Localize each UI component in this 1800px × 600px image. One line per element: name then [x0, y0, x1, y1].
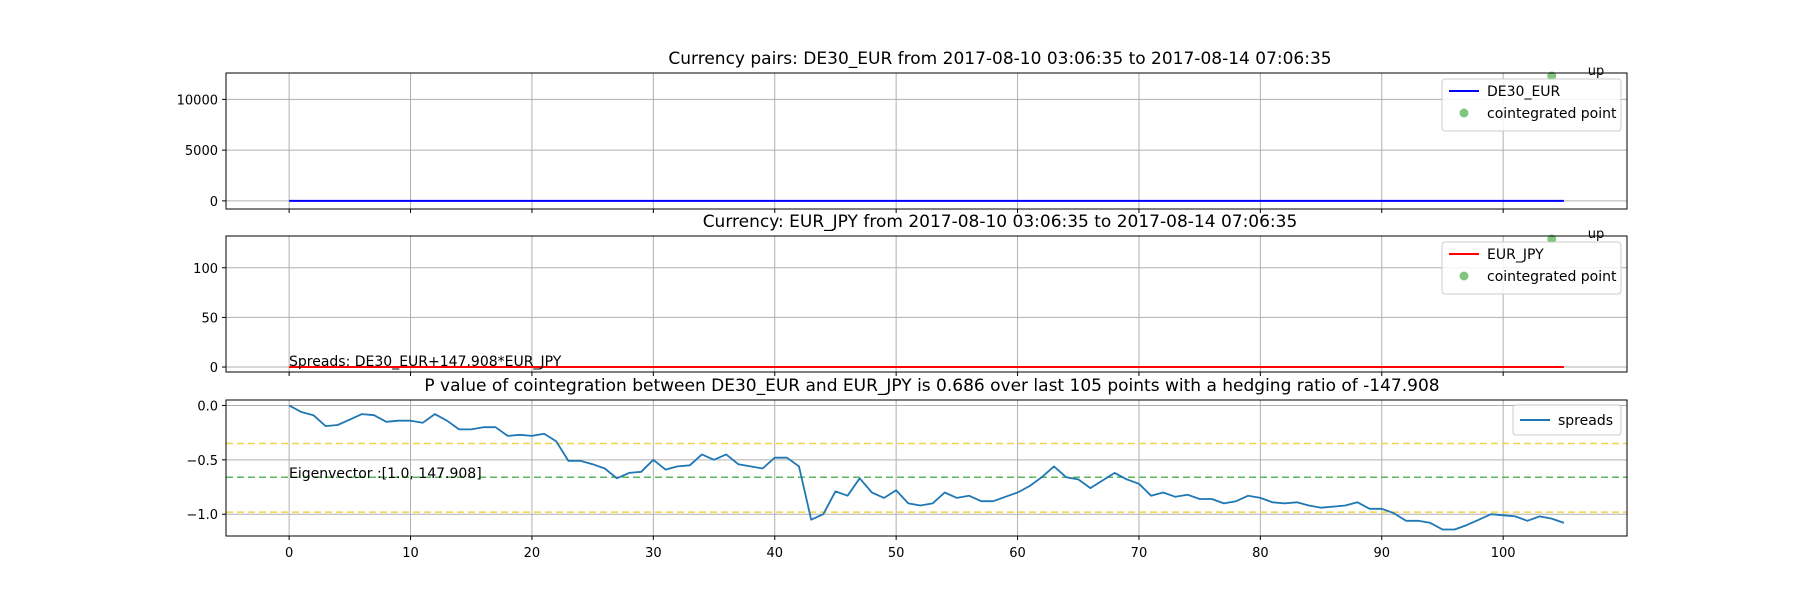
plot-frame	[225, 235, 1628, 373]
y-tick-label: 5000	[185, 144, 218, 159]
chart-title: Currency: EUR_JPY from 2017-08-10 03:06:…	[703, 212, 1298, 232]
legend-entry-eur-jpy: EUR_JPY	[1487, 247, 1544, 263]
x-tick-label: 50	[888, 546, 905, 561]
legend-entry-spreads: spreads	[1558, 413, 1613, 429]
y-tick-label: −0.5	[186, 454, 218, 469]
y-tick-group: 0 5000 10000	[177, 93, 226, 210]
x-tick-label: 90	[1373, 546, 1390, 561]
x-tick-label: 40	[766, 546, 783, 561]
grid	[226, 400, 1627, 536]
y-tick-group: 0 50 100	[193, 262, 226, 376]
spread-formula-annotation: Spreads: DE30_EUR+147.908*EUR_JPY	[289, 354, 562, 370]
x-tick-label: 70	[1131, 546, 1148, 561]
legend-box	[1441, 78, 1622, 132]
legend: spreads	[1512, 404, 1622, 436]
legend-marker-swatch	[1459, 271, 1469, 281]
y-tick-label: 10000	[177, 93, 218, 108]
series-line-spreads	[288, 404, 1565, 531]
x-tick-label: 80	[1252, 546, 1269, 561]
x-tick-label: 10	[402, 546, 419, 561]
x-tick-label: 100	[1491, 546, 1516, 561]
eigenvector-annotation: Eigenvector :[1.0, 147.908]	[289, 466, 482, 482]
legend: EUR_JPY cointegrated point	[1441, 241, 1622, 295]
chart-title: P value of cointegration between DE30_EU…	[424, 376, 1439, 396]
x-tick-label: 0	[285, 546, 293, 561]
marker-group: up	[1547, 227, 1604, 244]
x-tick-group: 0 10 20 30 40 50 60 70 80 90 100	[285, 536, 1516, 561]
panel-spreads: P value of cointegration between DE30_EU…	[186, 376, 1628, 561]
cointegrated-point-marker	[1547, 71, 1557, 81]
plot-frame	[225, 399, 1628, 537]
legend-box	[1441, 241, 1622, 295]
panel-de30-eur: Currency pairs: DE30_EUR from 2017-08-10…	[177, 49, 1628, 213]
chart-title: Currency pairs: DE30_EUR from 2017-08-10…	[668, 49, 1331, 69]
legend-entry-cointegrated-point: cointegrated point	[1487, 106, 1617, 122]
x-tick-label: 30	[645, 546, 662, 561]
plot-frame	[225, 72, 1628, 210]
legend-entry-de30-eur: DE30_EUR	[1487, 84, 1561, 100]
legend-marker-swatch	[1459, 108, 1469, 118]
y-tick-label: 50	[201, 311, 218, 326]
y-tick-group: 0.0 −0.5 −1.0	[186, 399, 226, 523]
y-tick-label: −1.0	[186, 508, 218, 523]
x-tick-label: 60	[1009, 546, 1026, 561]
legend-entry-cointegrated-point: cointegrated point	[1487, 269, 1617, 285]
series-group	[288, 404, 1565, 531]
marker-group: up	[1547, 64, 1604, 81]
x-tick-group	[288, 209, 1504, 213]
marker-label: up	[1588, 64, 1605, 79]
cointegrated-point-marker	[1547, 234, 1557, 244]
x-tick-label: 20	[524, 546, 541, 561]
x-tick-group	[288, 372, 1504, 376]
y-tick-label: 0.0	[197, 399, 218, 414]
legend: DE30_EUR cointegrated point	[1441, 78, 1622, 132]
threshold-lines	[226, 442, 1627, 513]
y-tick-label: 100	[193, 262, 218, 277]
y-tick-label: 0	[210, 361, 218, 376]
legend-box	[1512, 404, 1622, 436]
y-tick-label: 0	[210, 195, 218, 210]
panel-eur-jpy: Currency: EUR_JPY from 2017-08-10 03:06:…	[193, 212, 1628, 376]
marker-label: up	[1588, 227, 1605, 242]
